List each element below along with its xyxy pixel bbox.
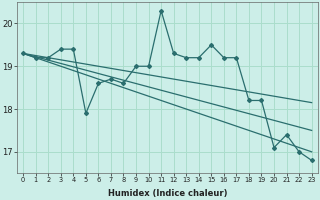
X-axis label: Humidex (Indice chaleur): Humidex (Indice chaleur) bbox=[108, 189, 227, 198]
